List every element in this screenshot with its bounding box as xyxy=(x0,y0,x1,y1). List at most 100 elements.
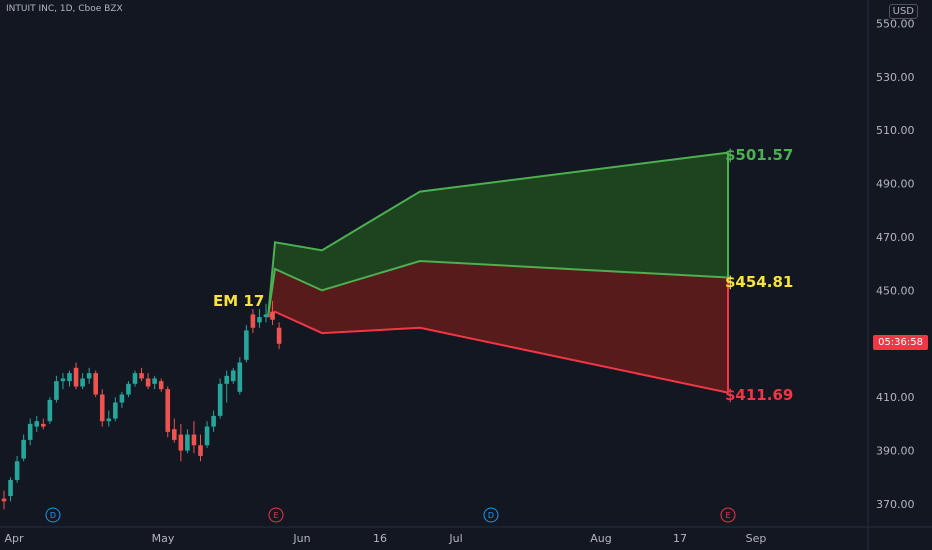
candle xyxy=(1,490,7,510)
candle xyxy=(224,370,229,403)
candle-body xyxy=(152,378,157,384)
candle xyxy=(172,418,177,443)
candle xyxy=(198,434,203,462)
current-price-tag: 05:36:58 xyxy=(873,335,928,350)
candle-body xyxy=(86,373,92,379)
candle xyxy=(54,375,59,403)
dividend-marker xyxy=(45,507,61,523)
candle xyxy=(27,418,33,446)
y-tick-label: 530.00 xyxy=(876,71,915,84)
candle-body xyxy=(132,373,138,384)
candle-body xyxy=(198,445,203,456)
symbol-title: INTUIT INC, 1D, Cboe BZX xyxy=(6,4,123,14)
candle-body xyxy=(126,383,131,395)
candle xyxy=(80,373,85,390)
candle xyxy=(230,367,236,384)
candle xyxy=(106,410,112,427)
candle-body xyxy=(172,429,177,440)
candle-body xyxy=(60,378,66,382)
candle xyxy=(217,378,223,419)
candle xyxy=(126,381,131,398)
upper-band-fill xyxy=(268,152,728,318)
x-tick-label: May xyxy=(152,532,175,545)
candle xyxy=(263,303,269,323)
candle xyxy=(86,367,92,384)
candle-body xyxy=(217,383,223,416)
candle-body xyxy=(158,381,164,390)
candle xyxy=(145,373,151,390)
candle-body xyxy=(106,418,112,422)
x-tick-label: 16 xyxy=(373,532,387,545)
candle xyxy=(73,362,79,390)
candle-body xyxy=(113,402,118,419)
x-tick-label: Jun xyxy=(292,532,310,545)
mid-band-label: $454.81 xyxy=(725,273,794,291)
candle-body xyxy=(211,415,216,427)
candle-body xyxy=(276,327,282,344)
candle xyxy=(276,322,282,350)
earnings-marker xyxy=(720,507,736,523)
y-tick-label: 450.00 xyxy=(876,284,915,297)
event-marker-label: D xyxy=(488,511,494,520)
mid-band-line xyxy=(267,259,729,318)
lower-band-fill xyxy=(268,260,728,393)
candle-body xyxy=(178,434,184,451)
candle xyxy=(237,357,243,395)
candle xyxy=(8,477,13,502)
event-marker-label: D xyxy=(50,511,56,520)
candle-body xyxy=(119,394,125,403)
candle-body xyxy=(145,378,151,387)
event-marker-label: E xyxy=(725,511,730,520)
candle xyxy=(47,397,53,424)
y-tick-label: 370.00 xyxy=(876,498,915,511)
dividend-marker xyxy=(483,507,499,523)
candle-body xyxy=(250,314,256,328)
candle xyxy=(14,455,20,483)
candle-body xyxy=(191,434,197,446)
candle xyxy=(21,434,26,462)
candle xyxy=(93,370,98,398)
candle xyxy=(178,423,184,462)
candle xyxy=(60,373,66,390)
candle-body xyxy=(67,373,72,382)
candle-body xyxy=(27,423,33,440)
candle-body xyxy=(73,367,79,387)
candle-body xyxy=(14,461,20,480)
candle xyxy=(152,375,157,390)
candle xyxy=(244,325,249,363)
lower-band-label: $411.69 xyxy=(725,386,794,404)
candle-body xyxy=(224,375,229,384)
upper-band-line xyxy=(267,151,729,318)
candle-body xyxy=(165,389,171,432)
candle-body xyxy=(270,311,275,320)
x-tick-label: 17 xyxy=(673,532,687,545)
x-tick-label: Aug xyxy=(590,532,611,545)
candle xyxy=(250,309,256,334)
candle-body xyxy=(80,378,85,387)
candle-body xyxy=(93,373,98,395)
x-tick-label: Sep xyxy=(746,532,767,545)
candle xyxy=(185,429,190,454)
y-tick-label: 510.00 xyxy=(876,124,915,137)
candle-body xyxy=(185,434,190,451)
event-marker-label: E xyxy=(273,511,278,520)
candle-body xyxy=(34,421,40,427)
candle xyxy=(158,378,164,392)
candle xyxy=(270,301,275,326)
earnings-marker xyxy=(268,507,284,523)
candle xyxy=(67,370,72,387)
candle xyxy=(165,386,171,438)
candle xyxy=(99,389,105,427)
candle xyxy=(191,421,197,454)
candle xyxy=(113,397,118,422)
em-label: EM 17 xyxy=(213,292,265,310)
candle-body xyxy=(204,426,210,446)
candle-body xyxy=(244,330,249,360)
candle-body xyxy=(54,381,59,400)
candle xyxy=(211,410,216,432)
candle xyxy=(132,370,138,387)
candle xyxy=(257,309,262,328)
y-tick-label: 490.00 xyxy=(876,178,915,191)
currency-badge[interactable]: USD xyxy=(888,4,918,19)
